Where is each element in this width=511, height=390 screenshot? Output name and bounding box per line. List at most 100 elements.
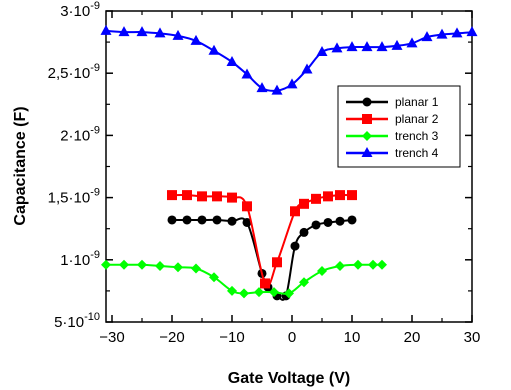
data-point — [197, 215, 207, 225]
data-point — [284, 288, 294, 299]
data-point — [154, 27, 166, 38]
data-point — [260, 278, 270, 289]
data-point — [197, 191, 207, 202]
data-point — [353, 259, 363, 270]
x-tick-label: 20 — [404, 329, 421, 346]
legend-item: planar 2 — [346, 112, 439, 126]
data-point — [335, 190, 345, 201]
data-point — [335, 261, 345, 272]
x-axis-title: Gate Voltage (V) — [228, 370, 350, 387]
data-point — [239, 288, 249, 299]
data-point — [271, 84, 283, 95]
y-tick-label: 5·10-10 — [54, 311, 100, 331]
x-tick-label: 30 — [464, 329, 481, 346]
data-point — [286, 78, 298, 89]
data-point — [290, 241, 300, 251]
y-axis-title: Capacitance (F) — [12, 106, 29, 225]
data-point — [208, 44, 220, 55]
y-tick-labels: 5·10-10 1·10-9 1,5·10-9 2·10-9 2,5·10-9 3·10-… — [48, 0, 100, 331]
data-point — [391, 39, 403, 50]
data-point — [172, 29, 184, 40]
data-point — [256, 82, 268, 93]
data-point — [299, 198, 309, 209]
data-point — [242, 217, 252, 227]
data-point — [376, 41, 388, 52]
data-point — [226, 56, 238, 67]
x-tick-label: −10 — [219, 329, 244, 346]
x-tick-label: 0 — [288, 329, 296, 346]
y-tick-label: 2,5·10-9 — [48, 62, 100, 82]
legend-item: trench 4 — [346, 146, 439, 160]
data-point — [212, 215, 222, 225]
data-point — [119, 259, 129, 270]
data-point — [346, 41, 358, 52]
data-point — [361, 41, 373, 52]
x-tick-label: −30 — [99, 329, 124, 346]
data-point — [182, 190, 192, 201]
series-trench-3 — [101, 259, 387, 299]
y-tick-label: 2·10-9 — [60, 124, 100, 144]
data-point — [317, 265, 327, 276]
data-point — [311, 220, 321, 230]
data-point — [136, 26, 148, 37]
legend-marker — [362, 131, 372, 141]
legend-marker — [361, 147, 373, 157]
legend-label: planar 2 — [395, 112, 439, 126]
data-point — [272, 257, 282, 268]
data-point — [191, 263, 201, 274]
data-point — [155, 261, 165, 272]
x-tick-labels: −30 −20 −10 0 10 20 30 — [99, 329, 480, 346]
data-point — [316, 46, 328, 57]
data-point — [347, 215, 357, 225]
data-point — [167, 215, 177, 225]
data-point — [242, 201, 252, 212]
data-point — [100, 24, 112, 35]
data-point — [182, 215, 192, 225]
data-point — [451, 27, 463, 38]
series-trench-4 — [100, 24, 478, 95]
data-point — [301, 63, 313, 74]
data-point — [436, 28, 448, 39]
legend-label: planar 1 — [395, 95, 439, 109]
data-point — [227, 192, 237, 203]
data-point — [137, 259, 147, 270]
legend-marker — [362, 114, 372, 124]
data-point — [118, 26, 130, 37]
data-point — [377, 259, 387, 270]
axis-ticks — [106, 10, 473, 323]
data-point — [254, 287, 264, 298]
data-point — [299, 277, 309, 288]
series-planar-1 — [167, 215, 357, 301]
data-point — [331, 42, 343, 53]
series-line — [105, 29, 473, 92]
data-point — [421, 31, 433, 42]
legend-label: trench 4 — [395, 146, 439, 160]
x-tick-label: −20 — [159, 329, 184, 346]
legend: planar 1 planar 2 trench 3 trench 4 — [337, 85, 461, 168]
legend-marker — [362, 97, 372, 107]
data-point — [299, 227, 309, 237]
y-tick-label: 3·10-9 — [60, 0, 100, 20]
data-point — [227, 285, 237, 296]
legend-item: trench 3 — [346, 129, 439, 143]
data-point — [290, 206, 300, 217]
data-point — [466, 26, 478, 37]
data-point — [190, 34, 202, 45]
data-point — [323, 191, 333, 202]
data-point — [209, 272, 219, 283]
data-point — [335, 216, 345, 226]
data-point — [347, 190, 357, 201]
data-point — [227, 216, 237, 226]
data-point — [101, 259, 111, 270]
data-point — [323, 217, 333, 227]
data-point — [368, 259, 378, 270]
legend-label: trench 3 — [395, 129, 439, 143]
data-point — [269, 287, 279, 298]
legend-item: planar 1 — [346, 95, 439, 109]
series-planar-2 — [167, 190, 357, 289]
data-point — [406, 37, 418, 48]
data-series — [100, 24, 478, 301]
data-point — [167, 190, 177, 201]
data-point — [311, 193, 321, 204]
